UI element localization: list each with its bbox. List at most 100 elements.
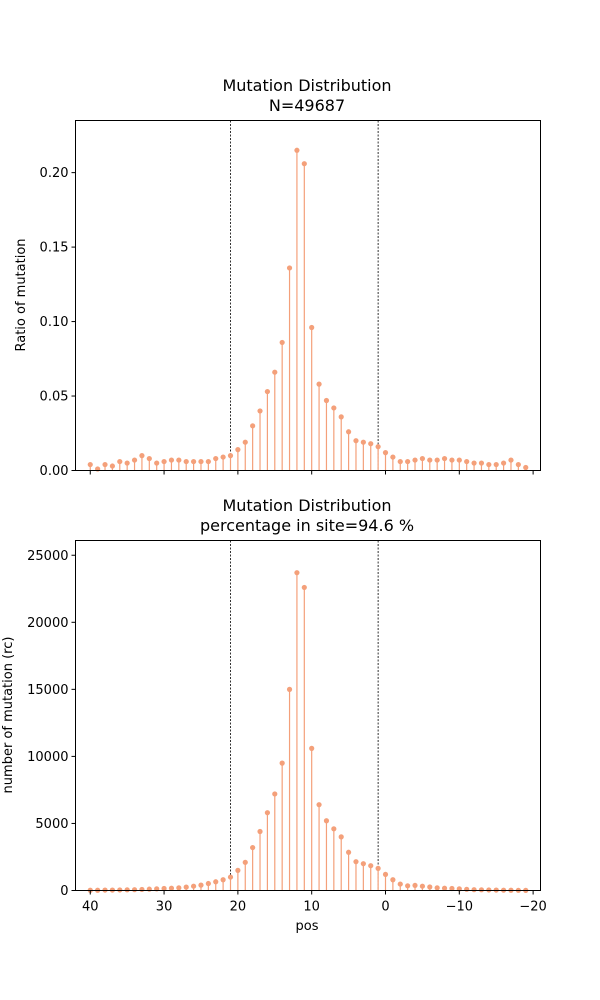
ratio-y-tick-label: 0.15 [40,241,69,256]
ratio-panel-reference-lines [230,120,379,471]
ratio-data-point [250,423,256,429]
count-data-point [382,871,389,878]
count-data-point [471,887,477,893]
ratio-y-tick-label: 0.00 [40,464,69,479]
count-data-point [286,686,293,692]
ratio-data-point [471,460,477,466]
count-panel-markers [87,570,529,893]
ratio-data-point [242,439,248,445]
ratio-data-point [102,461,108,468]
ratio-panel: Mutation Distribution N=49687 Ratio of m… [14,76,541,479]
count-y-tick-label: 5000 [35,817,68,832]
count-data-point [131,887,138,893]
count-data-point [316,802,322,808]
ratio-data-point [331,405,337,411]
count-data-point [464,886,470,892]
ratio-data-point [109,463,116,469]
count-panel: Mutation Distribution percentage in site… [1,496,547,934]
ratio-data-point [390,454,396,460]
count-data-point [331,826,337,832]
count-data-point [257,828,263,835]
count-data-point [397,881,403,887]
ratio-data-point [397,458,403,465]
count-panel-axes-frame [75,540,541,891]
count-data-point [161,885,167,892]
count-panel-subtitle: percentage in site=94.6 % [200,516,414,535]
ratio-data-point [508,457,514,463]
ratio-data-point [375,444,381,450]
count-data-point [205,880,211,887]
ratio-y-tick-label: 0.20 [40,166,69,181]
count-data-point [375,865,381,871]
count-panel-reference-lines [230,540,379,891]
ratio-data-point [117,458,123,465]
count-panel-xlabel: pos [296,919,319,934]
ratio-data-point [360,439,366,445]
ratio-data-point [131,457,138,463]
ratio-y-tick-label: 0.10 [40,315,69,330]
count-data-point [168,885,175,891]
ratio-data-point [405,458,411,465]
ratio-data-point [478,460,485,466]
ratio-panel-stems [89,150,527,471]
count-data-point [235,867,241,873]
count-data-point [434,885,440,891]
count-data-point [117,887,123,893]
ratio-data-point [434,457,440,463]
ratio-data-point [338,414,344,420]
count-data-point [478,887,485,893]
ratio-data-point [309,324,315,331]
ratio-data-point [198,458,204,465]
ratio-data-point [213,455,219,462]
count-data-point [190,883,197,889]
ratio-data-point [161,458,167,465]
count-data-point [250,844,256,851]
count-y-tick-label: 25000 [27,549,68,564]
ratio-data-point [353,438,359,444]
ratio-data-point [345,429,352,435]
count-data-point [441,885,448,891]
ratio-data-point [316,381,322,387]
count-data-point [338,834,344,840]
ratio-data-point [419,455,426,462]
count-x-tick-label: 10 [303,900,320,915]
ratio-data-point [264,388,271,395]
ratio-data-point [412,457,418,463]
count-data-point [301,584,307,591]
ratio-data-point [449,457,455,463]
ratio-data-point [286,265,293,271]
count-y-tick-label: 0 [60,884,68,899]
ratio-data-point [486,461,492,468]
count-data-point [419,883,426,889]
count-data-point [242,859,248,865]
ratio-data-point [205,458,211,465]
count-data-point [368,863,374,869]
count-panel-stems [89,572,527,891]
ratio-data-point [368,441,374,447]
ratio-data-point [220,454,226,460]
count-data-point [176,885,182,891]
ratio-data-point [146,455,152,462]
count-data-point [183,884,189,890]
ratio-data-point [441,455,448,462]
count-y-tick-label: 20000 [27,616,68,631]
count-data-point [390,877,396,883]
count-data-point [139,886,145,893]
ratio-panel-y-ticks: 0.00 0.05 0.10 0.15 0.20 [40,166,76,479]
ratio-data-point [272,369,278,375]
ratio-data-point [257,408,263,414]
count-x-tick-label: 20 [230,900,247,915]
ratio-data-point [523,464,529,471]
count-panel-ylabel: number of mutation (rc) [1,637,16,794]
ratio-data-point [456,457,462,463]
count-x-tick-label: 30 [156,900,173,915]
count-data-point [279,760,285,766]
count-data-point [449,885,455,892]
count-panel-y-ticks: 0 5000 10000 15000 20000 25000 [27,549,76,899]
ratio-data-point [279,339,285,346]
count-x-tick-label: −10 [446,900,473,915]
count-data-point [353,859,359,865]
count-y-tick-label: 10000 [27,750,68,765]
count-data-point [198,882,204,888]
